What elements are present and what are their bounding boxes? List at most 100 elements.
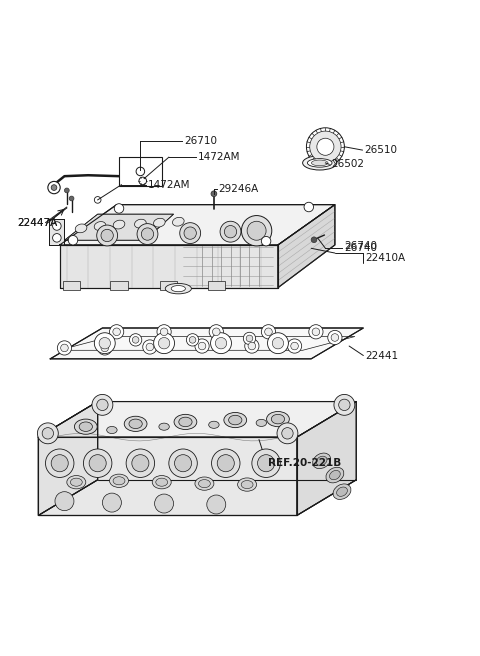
Circle shape [157,325,171,339]
Text: 26510: 26510 [364,145,397,155]
Circle shape [155,494,174,513]
Polygon shape [38,401,97,516]
Circle shape [126,449,155,478]
Ellipse shape [179,417,192,426]
Circle shape [60,344,68,352]
Ellipse shape [113,477,125,485]
Text: 1472AM: 1472AM [147,180,190,190]
Circle shape [328,331,342,344]
Ellipse shape [316,456,327,466]
Circle shape [69,196,74,201]
Polygon shape [278,205,335,288]
Ellipse shape [75,224,87,233]
Circle shape [189,337,196,343]
Circle shape [92,394,113,415]
Circle shape [211,191,217,197]
Ellipse shape [152,476,171,489]
Circle shape [96,399,108,411]
Circle shape [224,226,237,238]
Circle shape [95,333,115,354]
Text: 1472AM: 1472AM [198,152,241,162]
Circle shape [130,334,142,346]
Circle shape [37,423,58,443]
Ellipse shape [174,415,197,430]
Circle shape [84,449,112,478]
Bar [110,281,128,290]
Bar [63,281,80,290]
Circle shape [198,342,206,350]
Circle shape [55,492,74,510]
Circle shape [216,337,227,349]
Text: 22441: 22441 [365,350,398,361]
Circle shape [137,224,158,245]
Ellipse shape [312,453,331,468]
Ellipse shape [124,417,147,432]
Circle shape [306,128,344,166]
Ellipse shape [256,419,266,426]
Circle shape [96,225,118,246]
Polygon shape [297,401,356,516]
Circle shape [53,234,61,242]
Circle shape [99,337,110,349]
Circle shape [160,328,168,336]
Circle shape [217,455,234,472]
Circle shape [207,495,226,514]
Ellipse shape [209,421,219,428]
Circle shape [180,222,201,243]
Circle shape [304,202,313,212]
Circle shape [261,236,271,246]
Circle shape [243,333,256,344]
Ellipse shape [195,477,214,490]
Ellipse shape [241,481,253,489]
Ellipse shape [326,467,344,483]
Ellipse shape [271,415,285,424]
Circle shape [252,449,280,478]
Polygon shape [64,214,174,240]
Circle shape [291,342,299,350]
Circle shape [42,428,54,439]
Circle shape [272,337,284,349]
Polygon shape [49,219,64,245]
Text: 26740: 26740 [344,243,377,253]
Circle shape [154,333,175,354]
Circle shape [245,339,259,353]
Circle shape [89,455,106,472]
Ellipse shape [171,285,185,292]
Ellipse shape [156,478,168,486]
Ellipse shape [238,478,257,491]
Ellipse shape [172,217,184,226]
Text: 29246A: 29246A [219,184,259,194]
Circle shape [139,177,146,185]
Circle shape [48,182,60,194]
Circle shape [101,230,113,241]
Circle shape [310,131,341,163]
Circle shape [248,342,256,350]
Circle shape [46,449,74,478]
Ellipse shape [113,220,125,229]
Circle shape [95,197,101,203]
Circle shape [57,341,72,355]
Circle shape [51,455,68,472]
Circle shape [258,455,275,472]
Polygon shape [38,401,356,437]
Circle shape [143,340,157,354]
Circle shape [186,334,199,346]
Circle shape [267,333,288,354]
Circle shape [132,337,139,343]
Ellipse shape [134,219,146,228]
Ellipse shape [266,411,289,426]
Circle shape [209,325,223,339]
Circle shape [311,237,317,243]
Circle shape [213,328,220,336]
Circle shape [317,138,334,155]
Ellipse shape [129,419,142,428]
Ellipse shape [74,419,97,434]
Ellipse shape [71,478,82,486]
Text: 22447A: 22447A [17,218,57,228]
Circle shape [264,328,272,336]
Ellipse shape [228,415,242,425]
Circle shape [158,337,170,349]
Ellipse shape [312,160,328,166]
Ellipse shape [329,470,340,480]
Circle shape [261,325,276,339]
